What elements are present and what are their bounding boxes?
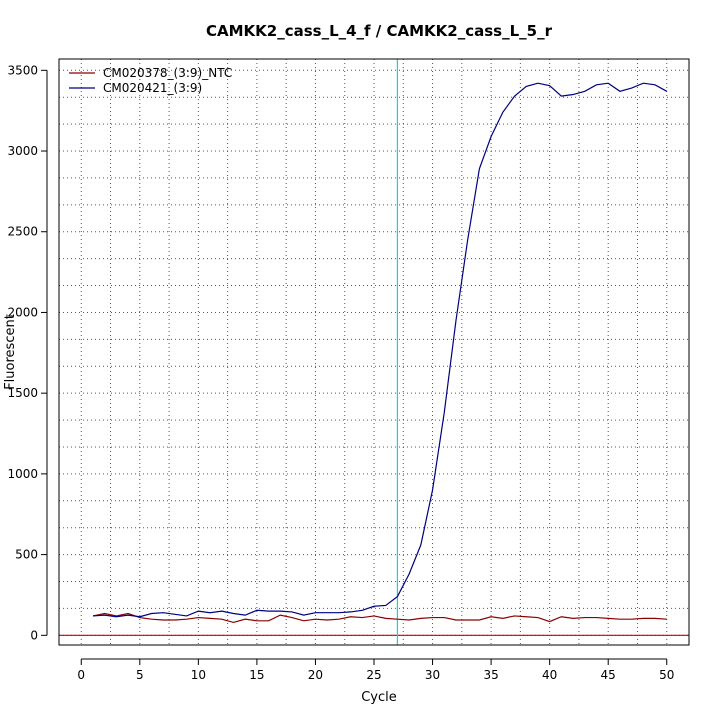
axes: 0 5 10 15 20 25 30 35 40 45 5005001000150020002500… [7, 63, 674, 682]
series-line-1 [92, 612, 667, 624]
y-tick-label: 1500 [7, 386, 38, 400]
plot-frame [58, 58, 690, 646]
y-tick-label: 500 [15, 548, 38, 562]
series-line-2 [92, 82, 668, 618]
chart-title: CAMKK2_cass_L_4_f / CAMKK2_cass_L_5_r [206, 22, 553, 40]
grid-lines [59, 59, 689, 645]
y-tick-label: 0 [30, 628, 38, 642]
y-tick-label: 3500 [7, 63, 38, 77]
y-axis-title: Fluorescent [3, 314, 18, 390]
x-tick-label: 20 [308, 668, 323, 682]
legend-label-2: CM020421_(3:9) [103, 81, 202, 95]
x-tick-label: 35 [483, 668, 498, 682]
x-tick-label: 40 [542, 668, 557, 682]
x-tick-label: 0 [77, 668, 85, 682]
x-tick-label: 50 [659, 668, 674, 682]
y-tick-label: 2000 [7, 305, 38, 319]
series-lines [92, 82, 668, 624]
y-tick-label: 3000 [7, 144, 38, 158]
x-tick-label: 45 [601, 668, 616, 682]
y-tick-label: 1000 [7, 467, 38, 481]
x-axis-title: Cycle [361, 690, 397, 705]
x-tick-label: 25 [366, 668, 381, 682]
x-tick-label: 30 [425, 668, 440, 682]
x-tick-label: 15 [249, 668, 264, 682]
x-tick-label: 5 [136, 668, 144, 682]
x-tick-label: 10 [191, 668, 206, 682]
legend-label-1: CM020378_(3:9)_NTC [103, 66, 232, 80]
y-tick-label: 2500 [7, 225, 38, 239]
reference-lines [59, 59, 689, 645]
